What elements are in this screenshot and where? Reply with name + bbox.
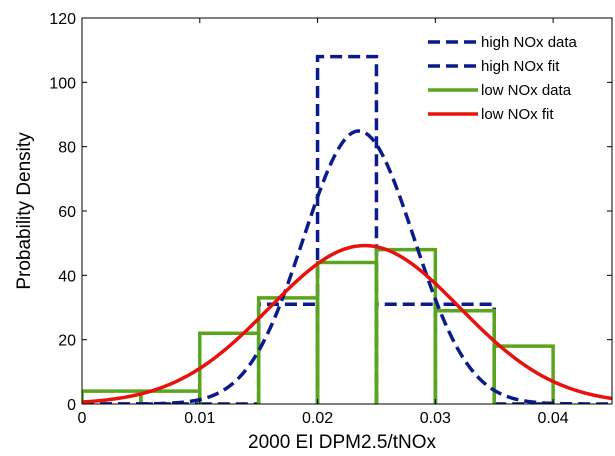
x-tick-label: 0.02 <box>302 410 333 427</box>
y-tick-label: 120 <box>49 11 76 28</box>
axis-ticks: 0 0.01 0.02 0.03 0.04 0 20 40 60 80 100 120 <box>49 11 612 427</box>
x-axis-label: 2000 EI DPM2.5/tNOx <box>248 432 436 453</box>
legend-label: low NOx data <box>481 82 572 99</box>
plot-marks <box>82 54 612 404</box>
legend-item-high-nox-fit: high NOx fit <box>428 58 560 75</box>
y-tick-label: 100 <box>49 75 76 92</box>
high-nox-fit-curve <box>82 129 612 404</box>
y-axis-label: Probability Density <box>14 132 35 290</box>
legend-item-low-nox-data: low NOx data <box>428 82 572 99</box>
legend-item-low-nox-fit: low NOx fit <box>428 106 554 123</box>
legend-item-high-nox-data: high NOx data <box>428 34 578 51</box>
x-tick-label: 0.04 <box>538 410 569 427</box>
high-nox-data-bar <box>374 302 438 404</box>
y-tick-label: 40 <box>58 268 76 285</box>
legend-label: high NOx data <box>481 34 578 51</box>
high-nox-data-bar <box>256 302 320 404</box>
y-tick-label: 20 <box>58 333 76 350</box>
low-nox-data-bar <box>198 331 261 404</box>
low-nox-data-bar <box>315 260 379 404</box>
x-tick-label: 0.01 <box>184 410 215 427</box>
x-tick-label: 0 <box>78 410 87 427</box>
y-tick-label: 80 <box>58 140 76 157</box>
low-nox-fit-curve <box>82 243 612 404</box>
low-nox-data-bar <box>492 344 555 404</box>
x-tick-label: 0.03 <box>420 410 451 427</box>
y-tick-label: 60 <box>58 204 76 221</box>
y-tick-label: 0 <box>67 397 76 414</box>
legend-label: low NOx fit <box>481 106 554 123</box>
legend: high NOx data high NOx fit low NOx data low… <box>428 34 578 123</box>
high-nox-data-bar <box>315 54 379 404</box>
low-nox-data-bar <box>256 296 320 404</box>
legend-label: high NOx fit <box>481 58 560 75</box>
